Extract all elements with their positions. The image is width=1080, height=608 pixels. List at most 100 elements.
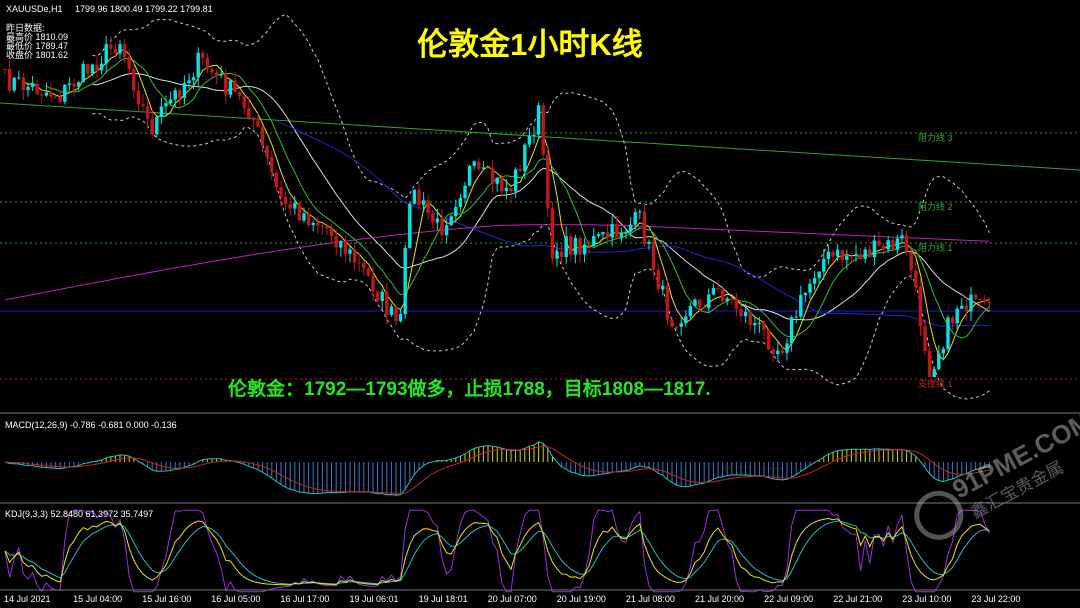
candle-body xyxy=(518,169,522,172)
candle-body xyxy=(638,211,642,213)
time-label: 23 Jul 10:00 xyxy=(902,594,951,604)
candle-body xyxy=(247,107,251,119)
candle-body xyxy=(941,348,946,354)
candle-body xyxy=(803,292,808,296)
candle-body xyxy=(679,323,683,327)
candle-body xyxy=(886,240,890,250)
candle-body xyxy=(237,92,242,97)
candle-body xyxy=(109,44,113,49)
candle-body xyxy=(904,235,909,252)
candle-body xyxy=(674,326,679,328)
candle-body xyxy=(734,298,739,310)
candle-body xyxy=(104,44,108,64)
candle-body xyxy=(343,241,348,254)
candle-body xyxy=(150,119,154,135)
candle-body xyxy=(578,238,582,255)
time-label: 19 Jul 18:01 xyxy=(419,594,468,604)
candle-body xyxy=(619,233,624,238)
candle-body xyxy=(766,329,771,350)
candle-body xyxy=(587,244,591,247)
candle-body xyxy=(435,218,440,223)
candle-body xyxy=(421,200,426,205)
candle-body xyxy=(918,286,923,327)
candle-body xyxy=(780,350,785,353)
candle-body xyxy=(463,185,467,199)
time-axis: 14 Jul 2021 15 Jul 04:00 15 Jul 16:00 16 Ju… xyxy=(4,594,1020,604)
candle-body xyxy=(532,134,536,136)
candle-body xyxy=(132,69,136,91)
candle-body xyxy=(431,213,435,223)
candle-body xyxy=(605,232,610,238)
candle-body xyxy=(495,177,499,184)
candle-body xyxy=(17,77,21,79)
candle-body xyxy=(256,120,260,127)
candle-body xyxy=(136,90,141,105)
candle-body xyxy=(909,251,913,271)
level-label: 阻力线 3 xyxy=(918,132,953,143)
candle-body xyxy=(753,323,757,326)
candle-body xyxy=(624,231,628,234)
candle-body xyxy=(895,238,900,250)
candle-body xyxy=(661,285,665,290)
candle-body xyxy=(293,203,297,209)
candle-body xyxy=(182,83,187,98)
candle-body xyxy=(776,350,780,355)
candle-body xyxy=(771,349,775,355)
candle-body xyxy=(633,212,637,225)
candle-body xyxy=(279,187,283,197)
candle-body xyxy=(688,305,693,317)
candle-body xyxy=(955,308,959,324)
candle-body xyxy=(205,57,210,69)
candle-body xyxy=(412,189,417,204)
candle-body xyxy=(601,232,605,235)
candle-body xyxy=(265,145,269,157)
candle-body xyxy=(835,249,840,257)
candle-body xyxy=(978,298,982,300)
candle-body xyxy=(840,249,844,260)
candle-body xyxy=(739,309,743,317)
candle-body xyxy=(647,241,651,244)
ma-slow xyxy=(276,120,990,327)
candle-body xyxy=(210,68,214,73)
macd-line xyxy=(4,441,990,496)
candle-body xyxy=(472,161,476,166)
time-label: 21 Jul 20:00 xyxy=(695,594,744,604)
time-label: 14 Jul 2021 xyxy=(4,594,51,604)
candle-body xyxy=(877,240,881,246)
candle-body xyxy=(490,168,495,184)
candle-body xyxy=(536,105,541,135)
candle-body xyxy=(477,161,481,169)
candle-body xyxy=(527,135,532,145)
bollinger-lower xyxy=(92,113,990,400)
candle-body xyxy=(670,319,674,327)
ma-10 xyxy=(46,57,990,339)
time-label: 15 Jul 04:00 xyxy=(73,594,122,604)
candle-body xyxy=(302,213,306,221)
candle-body xyxy=(987,302,992,304)
candle-body xyxy=(845,256,849,260)
candle-body xyxy=(509,187,513,192)
candle-body xyxy=(297,203,302,221)
ohlc: 1799.96 1800.49 1799.22 1799.81 xyxy=(75,4,213,14)
candle-body xyxy=(380,291,384,301)
candle-body xyxy=(812,278,817,284)
candle-body xyxy=(201,52,205,58)
candle-body xyxy=(58,96,62,102)
info-row: 收盘价 1801.62 xyxy=(6,49,68,60)
candle-body xyxy=(320,225,325,227)
candle-body xyxy=(40,94,44,96)
candle-body xyxy=(288,204,292,209)
candle-body xyxy=(573,238,578,255)
candle-body xyxy=(651,241,656,270)
candle-body xyxy=(711,288,716,295)
candle-body xyxy=(725,298,729,302)
kdj-j xyxy=(4,509,990,593)
candle-body xyxy=(35,83,39,95)
candle-body xyxy=(224,74,228,95)
candle-body xyxy=(168,99,173,104)
candle-body xyxy=(960,305,964,309)
candle-body xyxy=(403,247,407,314)
candle-body xyxy=(863,249,867,259)
candle-body xyxy=(546,154,550,209)
